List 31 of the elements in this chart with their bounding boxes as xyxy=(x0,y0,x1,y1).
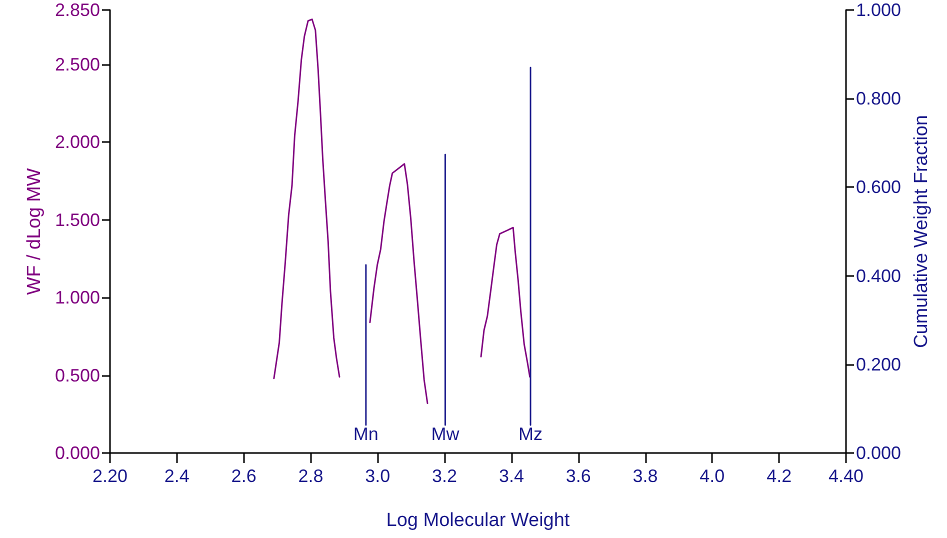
x-tick-label: 4.2 xyxy=(766,466,792,486)
y2-tick-label: 0.800 xyxy=(856,88,902,109)
x-axis-title: Log Molecular Weight xyxy=(386,510,570,531)
annotation: Mw xyxy=(431,424,460,444)
y2-tick-label: 0.400 xyxy=(856,266,902,286)
y2-tick-label: 0.000 xyxy=(856,443,902,463)
x-tick-label: 3.0 xyxy=(365,466,390,486)
x-tick-label: 2.20 xyxy=(92,466,128,486)
x-tick-label: 3.2 xyxy=(432,466,458,486)
x-tick-label: 2.6 xyxy=(231,466,256,486)
x-tick-label: 3.6 xyxy=(566,466,591,486)
annotation: Mz xyxy=(518,424,543,444)
y-tick-label: 2.500 xyxy=(54,54,100,74)
y2-tick-label: 0.200 xyxy=(856,354,902,374)
y-tick-label: 1.500 xyxy=(54,210,100,230)
x-tick-label: 3.8 xyxy=(632,466,658,486)
y2-tick-label: 0.600 xyxy=(856,177,902,198)
y2-tick-label: 1.000 xyxy=(856,0,902,20)
y-tick-label: 0.500 xyxy=(54,365,100,386)
y-tick-label: 1.000 xyxy=(54,288,100,308)
y-tick-label: 0.000 xyxy=(54,443,100,463)
y-axis-title: WF / dLog MW xyxy=(24,168,46,295)
x-tick-label: 4.0 xyxy=(700,466,725,486)
annotation: Mn xyxy=(353,424,378,444)
x-tick-label: 4.40 xyxy=(828,466,864,486)
y-tick-label: 2.850 xyxy=(54,0,100,20)
x-tick-label: 2.4 xyxy=(164,466,190,486)
x-tick-label: 2.8 xyxy=(298,466,324,486)
y-tick-label: 2.000 xyxy=(54,132,100,152)
y2-axis-title: Cumulative Weight Fraction xyxy=(910,114,932,348)
x-tick-label: 3.4 xyxy=(498,466,524,486)
